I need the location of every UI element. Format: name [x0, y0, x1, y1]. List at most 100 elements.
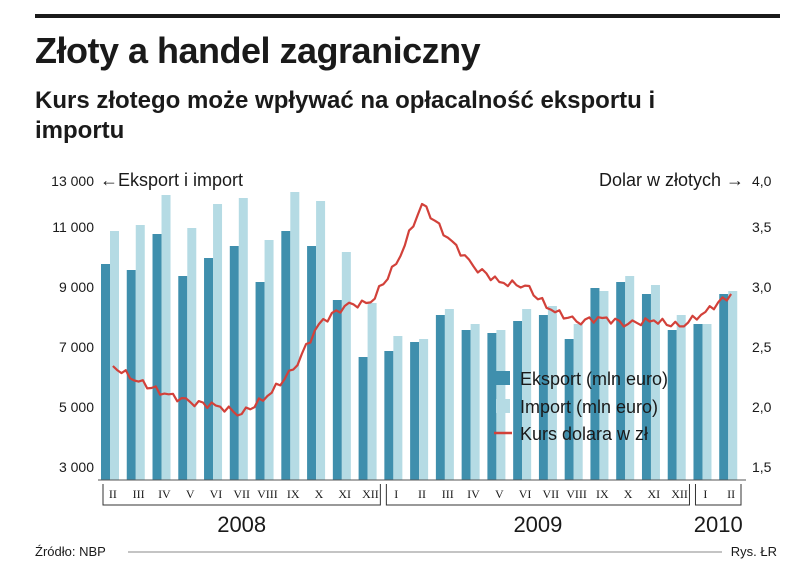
x-tick-label: VII — [542, 487, 559, 501]
x-tick-label: IV — [158, 487, 171, 501]
y-right-tick-label: 3,5 — [752, 219, 772, 235]
x-tick-label: II — [418, 487, 426, 501]
x-tick-label: XII — [671, 487, 688, 501]
import-bar — [547, 306, 557, 480]
export-bar — [255, 282, 265, 480]
credit-note: Rys. ŁR — [730, 544, 777, 559]
legend-label: Import (mln euro) — [520, 397, 658, 417]
legend-swatch-import — [496, 399, 510, 413]
x-tick-label: I — [703, 487, 707, 501]
export-bar — [487, 333, 497, 480]
import-bar — [625, 276, 635, 480]
export-bar — [384, 351, 394, 480]
export-bar — [435, 315, 445, 480]
x-tick-label: III — [442, 487, 454, 501]
x-tick-label: I — [394, 487, 398, 501]
x-tick-label: IX — [287, 487, 300, 501]
y-left-tick-label: 7 000 — [59, 339, 94, 355]
import-bar — [213, 204, 223, 480]
legend-label: Kurs dolara w zł — [520, 424, 648, 444]
import-bar — [110, 231, 119, 480]
legend-label: Eksport (mln euro) — [520, 369, 668, 389]
export-bar — [590, 288, 600, 480]
rate-line — [112, 202, 733, 417]
x-tick-label: VI — [519, 487, 532, 501]
legend-swatch-export — [496, 371, 510, 385]
year-bracket — [385, 484, 690, 506]
export-bar — [538, 315, 548, 480]
year-bracket — [102, 484, 381, 506]
x-tick-label: VIII — [257, 487, 278, 501]
y-right-tick-label: 3,0 — [752, 279, 772, 295]
export-bar — [410, 342, 420, 480]
x-tick-label: III — [133, 487, 145, 501]
export-bar — [101, 264, 110, 480]
y-right-tick-label: 2,5 — [752, 339, 772, 355]
chart-subtitle: Kurs złotego może wpływać na opłacalność… — [35, 87, 656, 144]
x-tick-label: IX — [596, 487, 609, 501]
import-bar — [599, 291, 609, 480]
left-axis-label: ←Eksport i import — [100, 170, 243, 190]
export-bar — [358, 357, 368, 480]
y-left-tick-label: 9 000 — [59, 279, 94, 295]
year-label: 2009 — [513, 512, 562, 537]
export-bar — [126, 270, 136, 480]
export-bar — [616, 282, 626, 480]
import-bar — [470, 324, 480, 480]
x-tick-label: VI — [210, 487, 223, 501]
export-bar — [152, 234, 162, 480]
import-bar — [522, 309, 532, 480]
x-tick-label: VIII — [566, 487, 587, 501]
y-left-tick-label: 3 000 — [59, 459, 94, 475]
import-bar — [702, 324, 712, 480]
title-rule — [35, 14, 780, 18]
x-tick-label: X — [624, 487, 633, 501]
import-bar — [393, 336, 403, 480]
export-bar — [461, 330, 471, 480]
export-bar — [229, 246, 239, 480]
x-tick-label: II — [727, 487, 735, 501]
import-bar — [728, 291, 738, 480]
y-right-tick-label: 1,5 — [752, 459, 772, 475]
import-bar — [676, 315, 686, 480]
export-bar — [513, 321, 523, 480]
import-bar — [444, 309, 454, 480]
y-right-tick-label: 2,0 — [752, 399, 772, 415]
import-bar — [419, 339, 429, 480]
x-tick-label: V — [495, 487, 504, 501]
import-bar — [573, 324, 583, 480]
y-right-tick-label: 4,0 — [752, 173, 772, 189]
export-bar — [204, 258, 214, 480]
import-bar — [650, 285, 660, 480]
x-tick-label: V — [186, 487, 195, 501]
year-bracket — [694, 484, 742, 506]
import-bar — [367, 303, 377, 480]
export-bar — [178, 276, 188, 480]
source-note: Źródło: NBP — [35, 544, 106, 559]
x-tick-label: XI — [338, 487, 351, 501]
import-bar — [316, 201, 326, 480]
x-tick-label: X — [315, 487, 324, 501]
export-bar — [719, 294, 729, 480]
export-bar — [641, 294, 651, 480]
year-label: 2010 — [694, 512, 743, 537]
export-bar — [281, 231, 291, 480]
export-bar — [332, 300, 342, 480]
import-bar — [135, 225, 145, 480]
import-bar — [290, 192, 300, 480]
chart-title: Złoty a handel zagraniczny — [35, 30, 481, 71]
export-bar — [693, 324, 703, 480]
import-bar — [238, 198, 248, 480]
export-bar — [667, 330, 677, 480]
x-tick-label: XII — [362, 487, 379, 501]
import-bar — [187, 228, 197, 480]
right-axis-label: Dolar w złotych → — [599, 170, 744, 190]
export-bar — [564, 339, 574, 480]
year-label: 2008 — [217, 512, 266, 537]
import-bar — [161, 195, 171, 480]
y-left-tick-label: 11 000 — [52, 219, 94, 235]
x-tick-label: II — [109, 487, 117, 501]
x-tick-label: XI — [648, 487, 661, 501]
import-bar — [264, 240, 274, 480]
